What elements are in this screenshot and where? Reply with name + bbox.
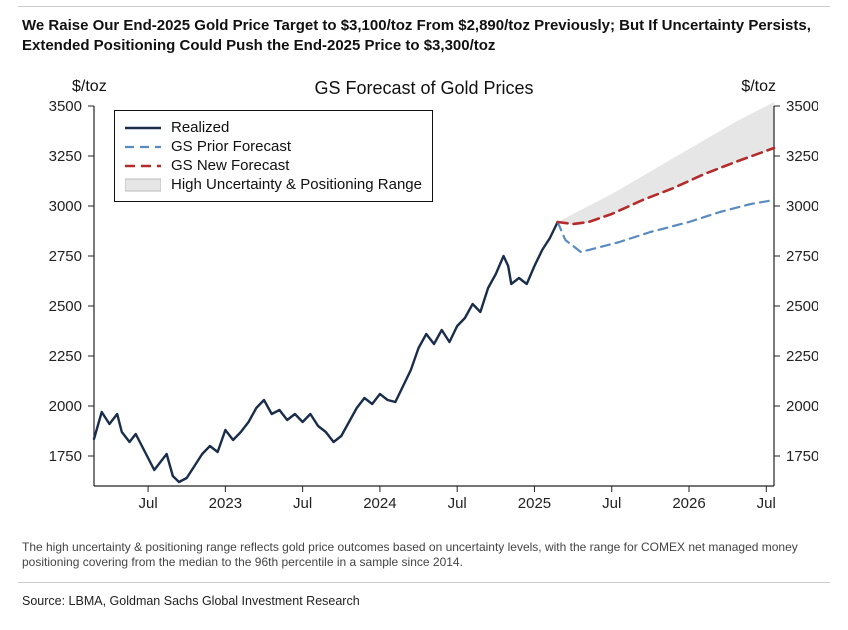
- svg-text:2000: 2000: [786, 398, 818, 415]
- legend-swatch: [125, 121, 161, 135]
- svg-text:3500: 3500: [49, 98, 82, 115]
- svg-text:3250: 3250: [49, 148, 82, 165]
- svg-text:3500: 3500: [786, 98, 818, 115]
- legend-swatch: [125, 159, 161, 173]
- legend-label: Realized: [171, 119, 229, 136]
- y-axis-unit-right: $/toz: [741, 78, 776, 96]
- chart: $/toz GS Forecast of Gold Prices $/toz 1…: [30, 78, 818, 520]
- legend-label: High Uncertainty & Positioning Range: [171, 176, 422, 193]
- svg-text:3000: 3000: [786, 198, 818, 215]
- svg-text:Jul: Jul: [757, 495, 776, 512]
- svg-text:Jul: Jul: [293, 495, 312, 512]
- svg-text:2750: 2750: [786, 248, 818, 265]
- legend-swatch: [125, 140, 161, 154]
- svg-text:1750: 1750: [49, 448, 82, 465]
- svg-text:2500: 2500: [786, 298, 818, 315]
- legend-swatch: [125, 178, 161, 192]
- svg-text:2250: 2250: [49, 348, 82, 365]
- svg-text:2024: 2024: [363, 495, 396, 512]
- legend-item-prior: GS Prior Forecast: [125, 138, 422, 155]
- source-line: Source: LBMA, Goldman Sachs Global Inves…: [22, 594, 360, 608]
- top-rule: [18, 6, 830, 7]
- page-title: We Raise Our End-2025 Gold Price Target …: [22, 16, 826, 55]
- svg-text:Jul: Jul: [138, 495, 157, 512]
- svg-text:1750: 1750: [786, 448, 818, 465]
- svg-text:2750: 2750: [49, 248, 82, 265]
- svg-text:2500: 2500: [49, 298, 82, 315]
- footnote: The high uncertainty & positioning range…: [22, 540, 826, 570]
- svg-text:3250: 3250: [786, 148, 818, 165]
- svg-text:2250: 2250: [786, 348, 818, 365]
- legend-item-realized: Realized: [125, 119, 422, 136]
- legend-item-new: GS New Forecast: [125, 157, 422, 174]
- svg-text:2026: 2026: [672, 495, 705, 512]
- svg-text:Jul: Jul: [602, 495, 621, 512]
- svg-text:2023: 2023: [209, 495, 242, 512]
- svg-text:2000: 2000: [49, 398, 82, 415]
- legend-label: GS New Forecast: [171, 157, 289, 174]
- legend-item-range: High Uncertainty & Positioning Range: [125, 176, 422, 193]
- svg-text:3000: 3000: [49, 198, 82, 215]
- legend: Realized GS Prior Forecast GS New Forecast…: [114, 110, 433, 202]
- svg-text:Jul: Jul: [448, 495, 467, 512]
- svg-text:2025: 2025: [518, 495, 551, 512]
- chart-title: GS Forecast of Gold Prices: [30, 78, 818, 99]
- bottom-rule: [18, 582, 830, 583]
- uncertainty-range: [558, 102, 774, 224]
- legend-label: GS Prior Forecast: [171, 138, 291, 155]
- series-realized: [94, 222, 558, 482]
